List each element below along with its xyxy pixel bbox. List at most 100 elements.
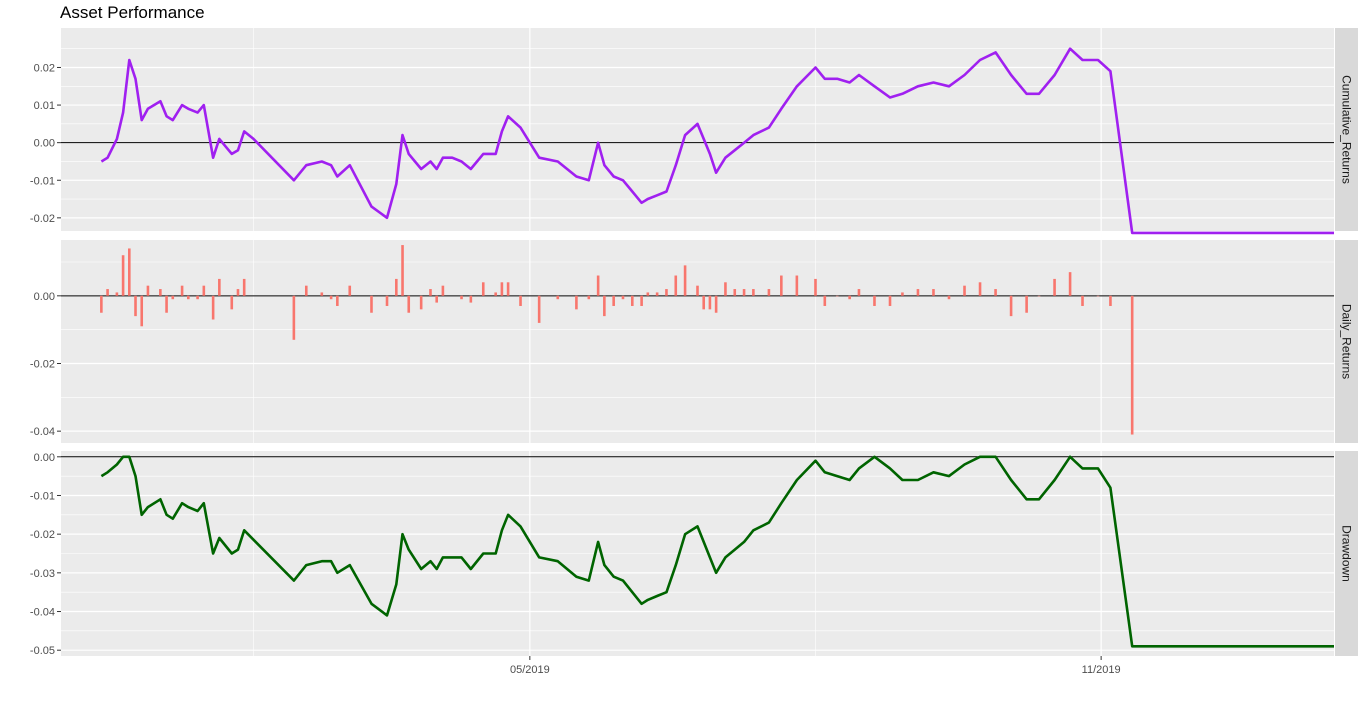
daily-return-bar (441, 285, 445, 296)
daily-return-bar (848, 295, 851, 300)
x-axis: 05/2019 11/2019 (510, 656, 1121, 676)
daily-return-bar (630, 295, 634, 306)
y-tick-label: -0.01 (30, 175, 55, 187)
daily-return-bar (134, 295, 137, 317)
y-tick-label: -0.03 (30, 568, 55, 580)
daily-return-bar (724, 282, 727, 296)
daily-return-bar (407, 295, 411, 313)
daily-return-bar (115, 292, 119, 296)
daily-return-bar (1109, 295, 1112, 306)
daily-return-bar (901, 292, 904, 296)
daily-return-bar (187, 295, 190, 300)
daily-return-bar (596, 275, 600, 296)
daily-return-bar (1068, 272, 1072, 296)
chart-title: Asset Performance (60, 3, 205, 22)
facet-strip (1335, 28, 1358, 231)
daily-return-bar (1037, 295, 1041, 297)
daily-return-bar (823, 295, 827, 306)
daily-return-bar (395, 278, 398, 296)
daily-return-bar (767, 289, 771, 296)
daily-return-bar (401, 245, 404, 296)
daily-return-bar (621, 295, 625, 300)
daily-return-bar (857, 289, 861, 296)
panels-layer: 0.02 0.01 0.00 -0.01 -0.02 Cumulative_Returns… (30, 28, 1358, 657)
daily-return-bar (348, 285, 352, 296)
y-tick-label: 0.02 (34, 62, 55, 74)
daily-return-bar (460, 295, 463, 300)
daily-return-bar (171, 295, 175, 300)
daily-return-bar (888, 295, 892, 306)
daily-return-bar (947, 295, 951, 300)
daily-return-bar (702, 295, 706, 310)
daily-return-bar (494, 292, 497, 296)
daily-return-bar (603, 295, 606, 317)
y-tick-label: -0.04 (30, 607, 55, 619)
facet-strip-label: Drawdown (1340, 525, 1354, 582)
drawdown-line (100, 455, 1334, 648)
daily-return-bar (370, 295, 373, 313)
daily-return-bar (835, 295, 839, 297)
daily-return-bar (714, 295, 718, 313)
daily-return-bar (1130, 295, 1134, 435)
daily-return-bar (230, 295, 234, 310)
daily-return-bar (242, 278, 246, 296)
daily-return-bar (121, 255, 125, 296)
panel-daily-returns: 0.00 -0.02 -0.04 Daily_Returns (30, 240, 1358, 443)
daily-return-bar (159, 289, 162, 296)
daily-return-bar (916, 289, 920, 296)
daily-return-bar (674, 275, 678, 296)
daily-return-bar (196, 295, 199, 300)
y-tick-label: 0.01 (34, 100, 55, 112)
cumulative-returns-line (100, 47, 1334, 235)
daily-return-bar (1081, 295, 1084, 306)
daily-return-bar (683, 265, 687, 296)
y-tick-label: -0.01 (30, 490, 55, 502)
daily-return-bar (1025, 295, 1028, 313)
daily-return-bar (218, 278, 221, 296)
panel-drawdown: 0.00 -0.01 -0.02 -0.03 -0.04 -0.05 Drawdown (30, 451, 1358, 657)
daily-return-bar (500, 282, 504, 296)
daily-return-bar (646, 292, 650, 296)
daily-return-bar (994, 289, 997, 296)
x-tick-label: 11/2019 (1082, 664, 1121, 676)
daily-return-bar (733, 289, 737, 296)
daily-return-bar (556, 295, 560, 300)
y-tick-label: -0.05 (30, 645, 55, 657)
daily-return-bar (180, 285, 184, 296)
daily-return-bar (419, 295, 423, 310)
y-tick-label: 0.00 (34, 138, 55, 150)
panel-background (61, 240, 1334, 443)
daily-return-bar (469, 295, 473, 303)
daily-return-bar (202, 285, 206, 296)
daily-return-bar (742, 289, 746, 296)
daily-return-bar (320, 292, 324, 296)
daily-return-bar (963, 285, 966, 296)
facet-strip-label: Daily_Returns (1340, 304, 1354, 379)
daily-return-bar (655, 292, 659, 296)
daily-return-bar (780, 275, 783, 296)
daily-return-bar (708, 295, 712, 310)
y-tick-label: 0.00 (34, 452, 55, 464)
daily-return-bar (814, 278, 817, 296)
daily-return-bar (481, 282, 485, 296)
daily-return-bar (575, 295, 578, 310)
y-tick-label: -0.02 (30, 213, 55, 225)
facet-strip (1335, 451, 1358, 656)
daily-return-bar (519, 295, 522, 306)
daily-return-bar (106, 289, 109, 296)
panel-background (61, 28, 1334, 231)
daily-return-bar (100, 295, 103, 313)
y-tick-label: -0.02 (30, 358, 55, 370)
daily-return-bar (128, 248, 131, 296)
daily-return-bar (236, 289, 240, 296)
daily-return-bar (211, 295, 215, 320)
daily-return-bar (146, 285, 150, 296)
panel-cumulative-returns: 0.02 0.01 0.00 -0.01 -0.02 Cumulative_Returns (30, 28, 1358, 235)
daily-return-bar (165, 295, 168, 313)
facet-strip-label: Cumulative_Returns (1340, 75, 1354, 184)
daily-return-bar (336, 295, 339, 306)
daily-return-bar (385, 295, 389, 306)
daily-return-bar (1053, 278, 1056, 296)
y-tick-label: -0.04 (30, 426, 55, 438)
